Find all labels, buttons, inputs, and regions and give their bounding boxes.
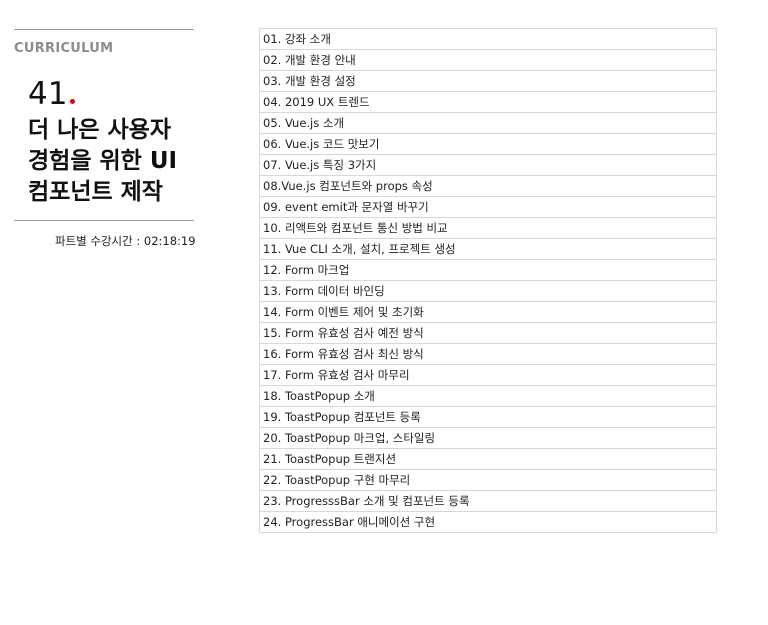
lesson-item: 02. 개발 환경 안내	[259, 49, 717, 71]
section-label: CURRICULUM	[14, 41, 114, 56]
part-title: 더 나은 사용자 경험을 위한 UI 컴포넌트 제작	[28, 117, 178, 205]
lesson-item: 16. Form 유효성 검사 최신 방식	[259, 343, 717, 365]
part-number: 41	[28, 76, 68, 112]
lesson-item: 18. ToastPopup 소개	[259, 385, 717, 407]
lesson-item: 24. ProgressBar 애니메이션 구현	[259, 511, 717, 533]
table-row: 14. Form 이벤트 제어 및 초기화	[259, 301, 717, 323]
table-row: 08.Vue.js 컴포넌트와 props 속성	[259, 175, 717, 197]
table-row: 18. ToastPopup 소개	[259, 385, 717, 407]
lesson-item: 17. Form 유효성 검사 마무리	[259, 364, 717, 386]
table-row: 23. ProgresssBar 소개 및 컴포넌트 등록	[259, 490, 717, 512]
table-row: 12. Form 마크업	[259, 259, 717, 281]
lesson-item: 20. ToastPopup 마크업, 스타일링	[259, 427, 717, 449]
lesson-item: 07. Vue.js 특징 3가지	[259, 154, 717, 176]
lesson-item: 10. 리액트와 컴포넌트 통신 방법 비교	[259, 217, 717, 239]
table-row: 05. Vue.js 소개	[259, 112, 717, 134]
lesson-item: 14. Form 이벤트 제어 및 초기화	[259, 301, 717, 323]
lesson-table: 01. 강좌 소개 02. 개발 환경 안내 03. 개발 환경 설정 04. …	[259, 28, 717, 533]
table-row: 16. Form 유효성 검사 최신 방식	[259, 343, 717, 365]
lesson-item: 13. Form 데이터 바인딩	[259, 280, 717, 302]
table-row: 06. Vue.js 코드 맛보기	[259, 133, 717, 155]
lesson-item: 09. event emit과 문자열 바꾸기	[259, 196, 717, 218]
table-row: 02. 개발 환경 안내	[259, 49, 717, 71]
lesson-item: 22. ToastPopup 구현 마무리	[259, 469, 717, 491]
part-number-row: 41	[28, 77, 194, 113]
table-row: 09. event emit과 문자열 바꾸기	[259, 196, 717, 218]
lesson-item: 15. Form 유효성 검사 예전 방식	[259, 322, 717, 344]
table-row: 04. 2019 UX 트렌드	[259, 91, 717, 113]
table-row: 20. ToastPopup 마크업, 스타일링	[259, 427, 717, 449]
lesson-item: 11. Vue CLI 소개, 설치, 프로젝트 생성	[259, 238, 717, 260]
table-row: 01. 강좌 소개	[259, 28, 717, 50]
table-row: 03. 개발 환경 설정	[259, 70, 717, 92]
table-row: 19. ToastPopup 컴포넌트 등록	[259, 406, 717, 428]
table-row: 13. Form 데이터 바인딩	[259, 280, 717, 302]
lesson-item: 01. 강좌 소개	[259, 28, 717, 50]
table-row: 22. ToastPopup 구현 마무리	[259, 469, 717, 491]
table-row: 21. ToastPopup 트랜지션	[259, 448, 717, 470]
bottom-divider	[14, 220, 194, 221]
lesson-item: 23. ProgresssBar 소개 및 컴포넌트 등록	[259, 490, 717, 512]
lesson-item: 19. ToastPopup 컴포넌트 등록	[259, 406, 717, 428]
table-row: 24. ProgressBar 애니메이션 구현	[259, 511, 717, 533]
lesson-item: 03. 개발 환경 설정	[259, 70, 717, 92]
table-row: 07. Vue.js 특징 3가지	[259, 154, 717, 176]
lesson-item: 04. 2019 UX 트렌드	[259, 91, 717, 113]
part-duration: 파트별 수강시간 : 02:18:19	[55, 234, 196, 248]
accent-dot	[70, 99, 76, 104]
lesson-item: 12. Form 마크업	[259, 259, 717, 281]
top-divider	[14, 29, 194, 30]
lesson-item: 21. ToastPopup 트랜지션	[259, 448, 717, 470]
table-row: 17. Form 유효성 검사 마무리	[259, 364, 717, 386]
table-row: 11. Vue CLI 소개, 설치, 프로젝트 생성	[259, 238, 717, 260]
lesson-item: 08.Vue.js 컴포넌트와 props 속성	[259, 175, 717, 197]
table-row: 10. 리액트와 컴포넌트 통신 방법 비교	[259, 217, 717, 239]
table-row: 15. Form 유효성 검사 예전 방식	[259, 322, 717, 344]
lesson-item: 05. Vue.js 소개	[259, 112, 717, 134]
lesson-item: 06. Vue.js 코드 맛보기	[259, 133, 717, 155]
curriculum-sidebar: CURRICULUM 41 더 나은 사용자 경험을 위한 UI 컴포넌트 제작…	[14, 0, 196, 249]
